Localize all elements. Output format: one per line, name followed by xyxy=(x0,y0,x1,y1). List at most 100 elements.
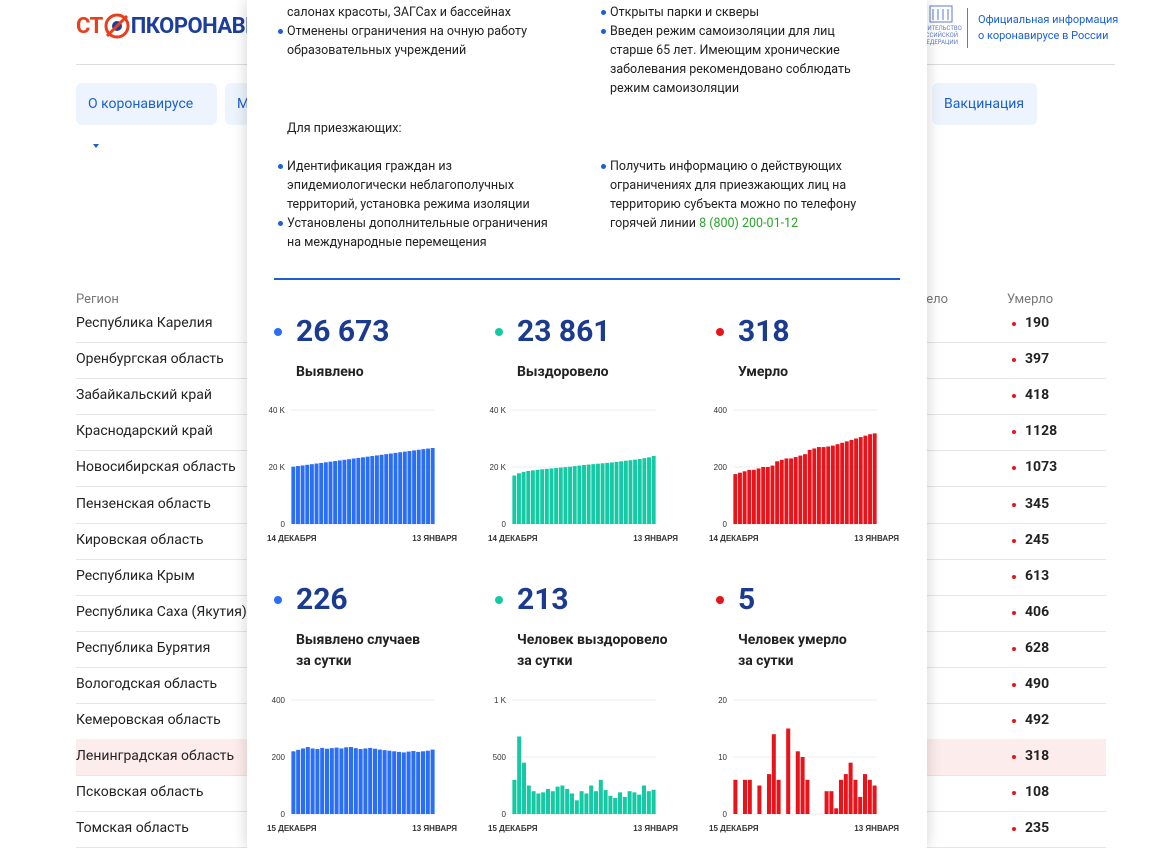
stat-title: Выявлено xyxy=(296,364,364,380)
list-item: Идентификация граждан из эпидемиологичес… xyxy=(278,157,562,214)
gov-text: ПРАВИТЕЛЬСТВО РОССИЙСКОЙ ФЕДЕРАЦИИ xyxy=(912,25,962,46)
x-tick-label: 13 ЯНВАРЯ xyxy=(412,824,457,833)
status-dot xyxy=(1012,430,1016,435)
bar xyxy=(751,469,756,524)
stat-title: Выздоровело xyxy=(517,364,609,380)
phone[interactable]: 8 (800) 200-01-12 xyxy=(699,216,799,231)
stat-title: Человек выздоровело xyxy=(517,632,668,648)
x-tick-label: 15 ДЕКАБРЯ xyxy=(267,824,317,833)
bar xyxy=(344,747,349,814)
bar xyxy=(517,736,522,814)
bar xyxy=(337,460,342,524)
bar xyxy=(613,798,618,814)
bar xyxy=(377,749,382,814)
status-dot xyxy=(1012,683,1016,687)
bar xyxy=(512,475,517,524)
official-info[interactable]: Официальная информация о коронавирусе в … xyxy=(978,12,1118,44)
bar xyxy=(824,791,829,814)
x-tick-label: 13 ЯНВАРЯ xyxy=(854,534,899,543)
nav-item[interactable]: Вакцинация xyxy=(932,83,1037,125)
bar xyxy=(872,433,877,524)
bar xyxy=(800,757,805,814)
region-name: Республика Бурятия xyxy=(76,639,211,656)
headline-value: 23 861 xyxy=(517,314,611,349)
nav-label: Вакцинация xyxy=(944,96,1025,112)
bar xyxy=(747,469,752,524)
bar xyxy=(314,463,319,524)
bar xyxy=(558,467,563,524)
deaths-value: 418 xyxy=(1025,387,1050,404)
bar xyxy=(766,774,772,814)
bar xyxy=(565,788,570,814)
bar xyxy=(517,473,521,524)
bar xyxy=(765,467,770,524)
bar xyxy=(541,792,546,814)
bar xyxy=(416,751,421,814)
bar xyxy=(555,786,560,814)
bar xyxy=(603,790,608,814)
bar xyxy=(632,792,637,814)
bar xyxy=(854,438,859,524)
x-tick-label: 14 ДЕКАБРЯ xyxy=(488,534,538,543)
region-name: Забайкальский край xyxy=(76,387,212,404)
bar xyxy=(535,469,540,524)
bar xyxy=(569,793,575,814)
table-header: Умерло xyxy=(1007,292,1054,307)
bar xyxy=(554,467,559,524)
bar xyxy=(401,752,406,814)
deaths-value: 190 xyxy=(1025,315,1050,331)
deaths-value: 397 xyxy=(1025,351,1050,368)
bar xyxy=(579,791,584,814)
bar xyxy=(526,470,531,524)
bar xyxy=(747,779,752,814)
bar xyxy=(812,448,817,524)
nav-label: О коронавирусе xyxy=(88,96,194,112)
region-name: Кемеровская область xyxy=(76,712,221,729)
list: салонах красоты, ЗАГСах и бассейнах Отмен… xyxy=(278,3,562,60)
bar xyxy=(393,452,398,524)
bar xyxy=(816,447,821,524)
y-tick-label: 1 K xyxy=(494,696,507,705)
nav-item[interactable]: О коронавирусе xyxy=(76,83,217,148)
bar xyxy=(296,749,301,814)
bar xyxy=(623,460,628,524)
bar xyxy=(771,734,776,814)
status-dot xyxy=(1012,394,1016,399)
region-name: Вологодская область xyxy=(76,676,218,692)
region-name: Пензенская область xyxy=(76,495,211,512)
bar xyxy=(421,449,426,524)
y-tick-label: 500 xyxy=(493,753,507,762)
bar xyxy=(291,751,296,814)
bar xyxy=(789,458,794,524)
bar xyxy=(560,785,565,814)
headline-value: 226 xyxy=(296,582,348,617)
gov-line: ПРАВИТЕЛЬСТВО xyxy=(912,25,962,32)
region-name: Псковская область xyxy=(76,784,204,801)
mini-chart: 0 10 20 15 ДЕКАБРЯ 13 ЯНВАРЯ xyxy=(709,696,899,833)
bar xyxy=(853,779,858,814)
bar xyxy=(363,748,368,814)
deaths-value: 1073 xyxy=(1025,459,1058,476)
bar xyxy=(540,469,545,524)
bar xyxy=(593,791,599,814)
bar xyxy=(351,458,356,524)
bar xyxy=(319,462,324,524)
list-item: Получить информацию о действующих ограни… xyxy=(601,157,872,233)
deaths-value: 345 xyxy=(1025,495,1050,512)
bar xyxy=(574,800,579,814)
bar xyxy=(291,466,296,524)
bar xyxy=(577,465,582,524)
x-tick-label: 14 ДЕКАБРЯ xyxy=(267,534,317,543)
status-dot xyxy=(1012,466,1016,471)
stat-title: за сутки xyxy=(738,653,794,669)
bar xyxy=(521,762,527,814)
bar xyxy=(803,454,807,524)
bar xyxy=(793,457,798,524)
bar xyxy=(637,794,642,814)
official-line: о коронавирусе в России xyxy=(978,29,1109,42)
status-dot xyxy=(1012,574,1016,579)
bar xyxy=(757,785,762,814)
arrivals-title: Для приезжающих: xyxy=(287,121,402,136)
bar xyxy=(329,748,334,814)
region-name: Новосибирская область xyxy=(76,459,236,476)
